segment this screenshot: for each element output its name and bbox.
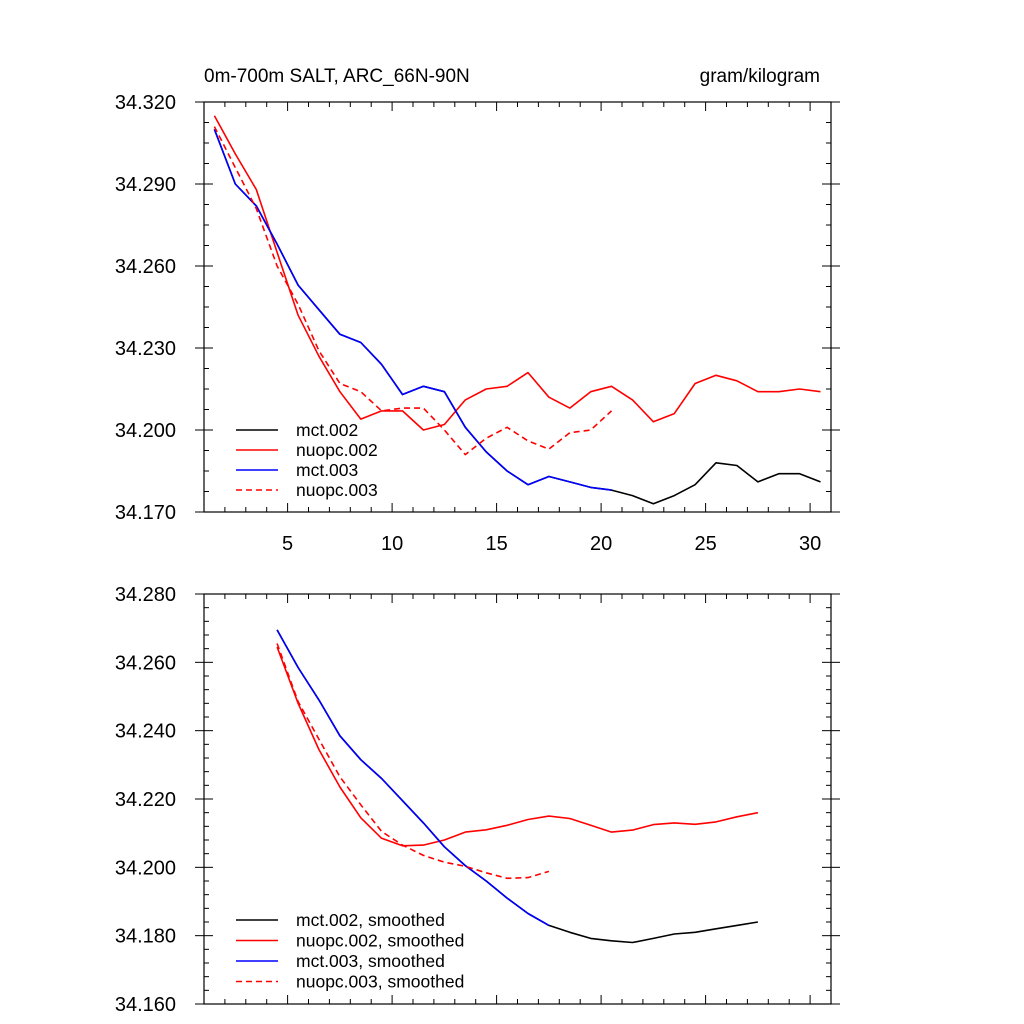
y-tick-label: 34.200 — [115, 857, 176, 879]
y-tick-label: 34.180 — [115, 926, 176, 948]
y-tick-label: 34.260 — [115, 652, 176, 674]
x-tick-label: 30 — [799, 533, 821, 555]
y-tick-label: 34.200 — [115, 420, 176, 442]
x-tick-label: 15 — [485, 533, 507, 555]
y-tick-label: 34.220 — [115, 789, 176, 811]
legend-label: mct.002, smoothed — [296, 910, 445, 930]
chart-title: 0m-700m SALT, ARC_66N-90N — [204, 66, 470, 87]
x-tick-label: 10 — [381, 533, 403, 555]
y-tick-label: 34.260 — [115, 256, 176, 278]
series-line-3 — [213, 126, 613, 456]
legend-label: mct.003 — [296, 460, 358, 480]
series-line-1 — [213, 115, 821, 431]
legend-label: nuopc.003, smoothed — [296, 972, 464, 992]
top-salinity-panel: 0m-700m SALT, ARC_66N-90N gram/kilogram … — [115, 66, 840, 555]
y-tick-label: 34.320 — [115, 92, 176, 114]
legend-label: nuopc.002, smoothed — [296, 931, 464, 951]
legend-label: mct.003, smoothed — [296, 951, 445, 971]
series-line-2 — [276, 629, 550, 927]
series-line-2 — [213, 129, 612, 491]
x-tick-label: 20 — [590, 533, 612, 555]
y-tick-label: 34.170 — [115, 502, 176, 524]
legend-label: nuopc.003 — [296, 480, 378, 500]
y-tick-label: 34.290 — [115, 174, 176, 196]
y-tick-label: 34.240 — [115, 721, 176, 743]
y-tick-label: 34.160 — [115, 994, 176, 1016]
y-tick-label: 34.230 — [115, 338, 176, 360]
y-tick-label: 34.280 — [115, 584, 176, 606]
units-label: gram/kilogram — [700, 66, 820, 87]
series-line-0 — [276, 629, 759, 944]
bottom-smoothed-panel: 34.160 34.180 34.200 34.220 34.240 34.260 34.2… — [115, 584, 840, 1016]
x-tick-label: 25 — [694, 533, 716, 555]
legend-label: nuopc.002 — [296, 440, 378, 460]
x-tick-label: 5 — [282, 533, 293, 555]
legend-label: mct.002 — [296, 420, 358, 440]
series-line-1 — [276, 646, 759, 847]
series-line-3 — [276, 643, 550, 880]
